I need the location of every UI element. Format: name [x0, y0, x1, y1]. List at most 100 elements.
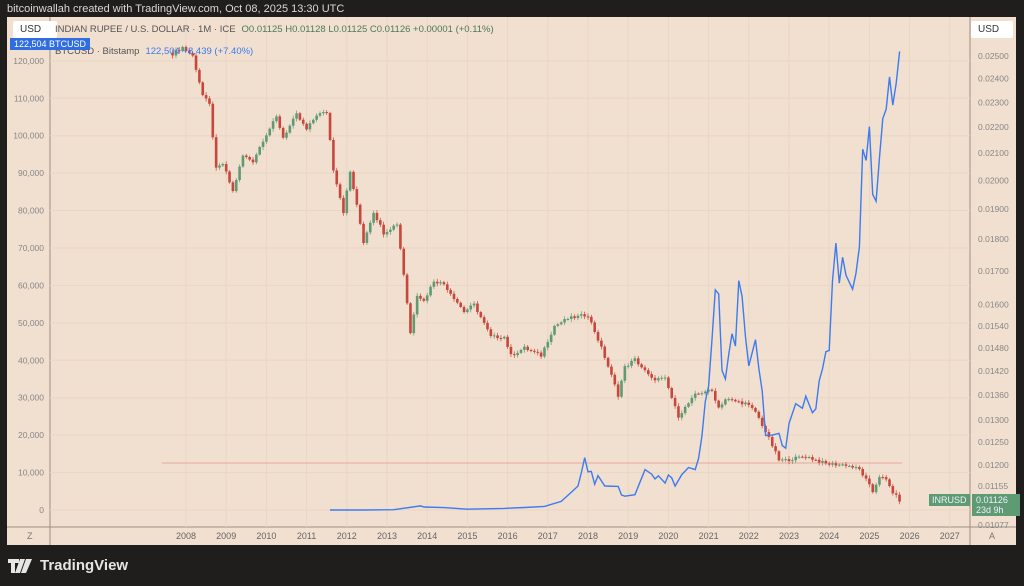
candle-body [730, 399, 734, 401]
x-tick-label: 2018 [578, 531, 598, 541]
main-series-legend: INDIAN RUPEE / U.S. DOLLAR · 1M · ICE O0.… [55, 24, 494, 35]
candle-body [603, 346, 607, 358]
inr-countdown: 23d 9h [976, 505, 1004, 515]
candle-body [516, 352, 519, 356]
candle-body [281, 127, 285, 138]
candle-body [868, 478, 871, 485]
right-tick-label: 0.01360 [978, 390, 1009, 400]
x-tick-label: 2020 [658, 531, 678, 541]
candle-body [650, 374, 653, 378]
candle-body [640, 364, 643, 368]
zoom-reset-button[interactable]: Z [27, 531, 33, 541]
legend-symbol: INDIAN RUPEE / U.S. DOLLAR · 1M · ICE [55, 24, 236, 35]
candle-body [647, 370, 650, 375]
candle-body [466, 309, 469, 313]
candle-body [767, 432, 771, 437]
candle-body [325, 112, 328, 114]
left-tick-label: 20,000 [18, 430, 44, 440]
candle-body [342, 197, 345, 214]
candle-body [703, 391, 707, 394]
left-currency-button[interactable]: USD [13, 21, 57, 38]
candle-body [492, 335, 496, 337]
candle-body [328, 112, 332, 140]
inr-price: 0.01126 [976, 495, 1008, 505]
x-tick-label: 2016 [498, 531, 518, 541]
candle-body [831, 463, 834, 465]
candle-body [784, 459, 787, 461]
x-tick-label: 2026 [900, 531, 920, 541]
candle-body [372, 212, 375, 223]
candle-body [834, 463, 838, 466]
candle-body [673, 397, 677, 407]
inr-price-tag: 0.01126 23d 9h [972, 494, 1020, 516]
candle-body [606, 357, 610, 367]
tradingview-logo[interactable]: TradingView [8, 557, 128, 574]
candle-body [580, 314, 583, 316]
candle-body [322, 112, 325, 114]
candle-body [375, 212, 379, 221]
candle-body [231, 182, 235, 192]
right-tick-label: 0.02200 [978, 122, 1009, 132]
candle-body [308, 123, 312, 130]
auto-scale-button[interactable]: A [989, 531, 996, 541]
candle-body [586, 316, 590, 318]
candle-body [389, 229, 392, 232]
candle-body [700, 393, 704, 395]
candle-body [750, 404, 754, 408]
chart-panel[interactable]: 2008 2009 2010 2011 2012 2013 2014 2015 2016 2017… [7, 17, 1020, 545]
candle-body [573, 316, 576, 319]
candle-body [332, 139, 335, 171]
left-tick-label: 0 [39, 505, 44, 515]
left-tick-label: 60,000 [18, 280, 44, 290]
price-chart[interactable]: 2008 2009 2010 2011 2012 2013 2014 2015 2016 2017… [7, 17, 1016, 545]
candle-body [596, 331, 600, 341]
candle-body [777, 451, 781, 461]
candle-body [690, 397, 694, 404]
candle-body [657, 378, 660, 381]
candle-body [469, 305, 473, 310]
x-tick-label: 2021 [699, 531, 719, 541]
candle-body [439, 282, 442, 284]
candle-body [667, 377, 670, 388]
candle-body [720, 404, 724, 408]
left-tick-label: 40,000 [18, 355, 44, 365]
candle-body [174, 50, 178, 56]
right-tick-label: 0.02300 [978, 97, 1009, 107]
candle-body [228, 171, 231, 183]
x-tick-label: 2008 [176, 531, 196, 541]
candle-body [680, 413, 684, 418]
candle-body [358, 204, 362, 224]
candle-body [224, 164, 228, 172]
left-tick-label: 100,000 [13, 131, 44, 141]
right-tick-label: 0.01420 [978, 366, 1009, 376]
right-currency-button[interactable]: USD [971, 21, 1013, 38]
candle-body [188, 50, 191, 54]
candle-body [744, 402, 747, 405]
x-tick-label: 2022 [739, 531, 759, 541]
candle-body [814, 459, 818, 461]
legend-btc-name: BTCUSD · Bitstamp [55, 46, 140, 57]
candle-body [352, 171, 355, 190]
candle-body [452, 293, 456, 300]
candle-body [301, 119, 305, 124]
candle-body [295, 113, 298, 119]
candle-body [245, 155, 248, 158]
right-tick-label: 0.01300 [978, 415, 1009, 425]
candle-body [797, 456, 801, 458]
candle-body [382, 224, 385, 235]
candle-body [315, 115, 318, 120]
x-tick-label: 2009 [216, 531, 236, 541]
candle-body [546, 342, 550, 348]
candle-body [509, 346, 513, 355]
candle-body [590, 316, 593, 323]
candle-body [425, 295, 429, 301]
candle-body [405, 274, 409, 304]
candle-body [714, 390, 717, 401]
right-tick-label: 0.01540 [978, 321, 1009, 331]
candle-body [318, 113, 322, 116]
candle-body [255, 154, 258, 163]
candle-body [898, 494, 901, 502]
x-tick-label: 2013 [377, 531, 397, 541]
candle-body [291, 118, 295, 126]
candle-body [221, 164, 225, 166]
